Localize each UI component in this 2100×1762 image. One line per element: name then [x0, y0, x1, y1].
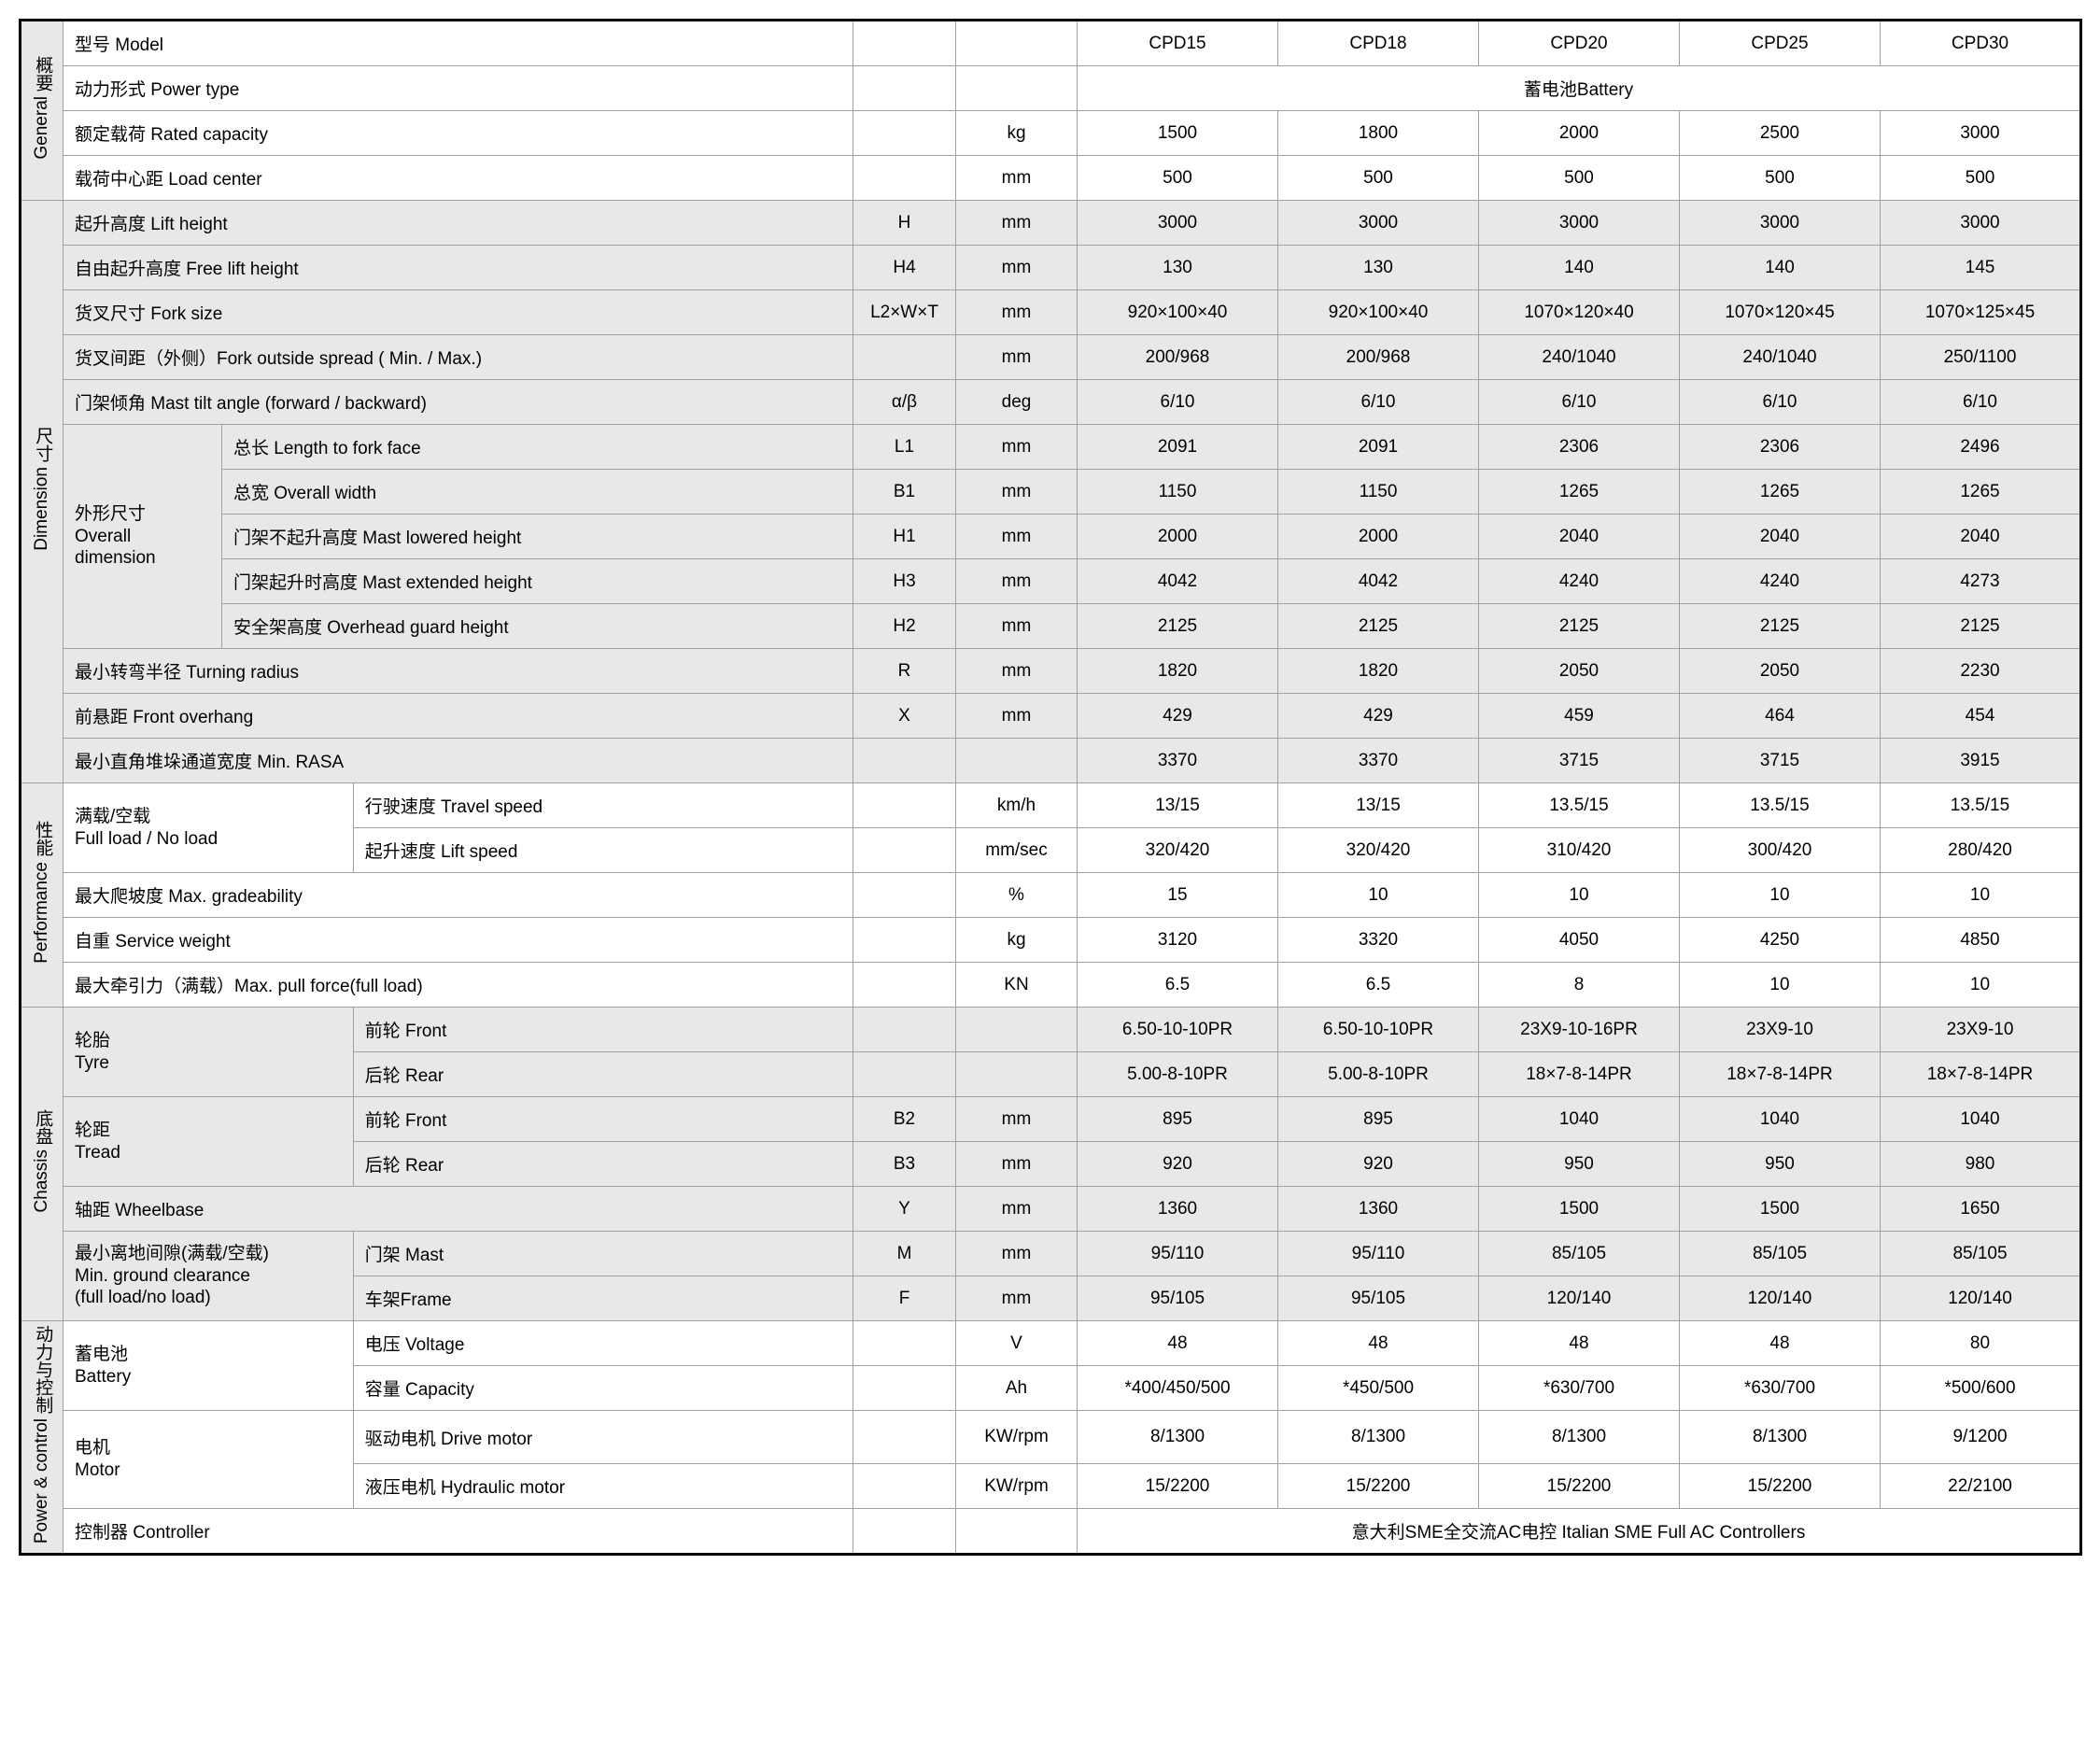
row-front-oh: 前悬距 Front overhang X mm 429 429 459 464 …	[21, 694, 2081, 739]
row-fork-spread: 货叉间距（外侧）Fork outside spread ( Min. / Max…	[21, 335, 2081, 380]
controller-value: 意大利SME全交流AC电控 Italian SME Full AC Contro…	[1078, 1509, 2081, 1555]
label-tread: 轮距 Tread	[63, 1097, 354, 1187]
model-4: CPD30	[1881, 21, 2081, 66]
row-controller: 控制器 Controller 意大利SME全交流AC电控 Italian SME…	[21, 1509, 2081, 1555]
row-power-type: 动力形式 Power type 蓄电池Battery	[21, 66, 2081, 111]
row-tyre-f: 底盘 Chassis 轮胎 Tyre 前轮 Front 6.50-10-10PR…	[21, 1008, 2081, 1052]
row-len-fork: 外形尺寸 Overall dimension 总长 Length to fork…	[21, 425, 2081, 470]
sym-model	[853, 21, 956, 66]
row-overall-w: 总宽 Overall width B1 mm 1150 1150 1265 12…	[21, 470, 2081, 515]
section-performance: 性能 Performance	[21, 783, 63, 1008]
row-travel: 性能 Performance 满载/空载 Full load / No load…	[21, 783, 2081, 828]
row-mast-ext: 门架起升时高度 Mast extended height H3 mm 4042 …	[21, 559, 2081, 604]
row-ohg: 安全架高度 Overhead guard height H2 mm 2125 2…	[21, 604, 2081, 649]
row-drive-m: 电机 Motor 驱动电机 Drive motor KW/rpm 8/1300 …	[21, 1411, 2081, 1464]
row-rated-cap: 额定载荷 Rated capacity kg 1500 1800 2000 25…	[21, 111, 2081, 156]
model-2: CPD20	[1479, 21, 1680, 66]
row-free-lift: 自由起升高度 Free lift height H4 mm 130 130 14…	[21, 246, 2081, 290]
power-type-value: 蓄电池Battery	[1078, 66, 2081, 111]
row-load-center: 载荷中心距 Load center mm 500 500 500 500 500	[21, 156, 2081, 201]
row-gc-mast: 最小离地间隙(满载/空载) Min. ground clearance (ful…	[21, 1232, 2081, 1276]
row-svc-wt: 自重 Service weight kg 3120 3320 4050 4250…	[21, 918, 2081, 963]
section-dimension: 尺寸 Dimension	[21, 201, 63, 783]
section-power: 动力与控制 Power & control	[21, 1321, 63, 1555]
label-model: 型号 Model	[63, 21, 853, 66]
section-general: 概要 General	[21, 21, 63, 201]
row-mast-tilt: 门架倾角 Mast tilt angle (forward / backward…	[21, 380, 2081, 425]
row-mast-low: 门架不起升高度 Mast lowered height H1 mm 2000 2…	[21, 515, 2081, 559]
model-1: CPD18	[1278, 21, 1479, 66]
label-motor: 电机 Motor	[63, 1411, 354, 1509]
unit-model	[956, 21, 1078, 66]
row-rasa: 最小直角堆垛通道宽度 Min. RASA 3370 3370 3715 3715…	[21, 739, 2081, 783]
row-pull: 最大牵引力（满载）Max. pull force(full load) KN 6…	[21, 963, 2081, 1008]
label-battery: 蓄电池 Battery	[63, 1321, 354, 1411]
row-turn-r: 最小转弯半径 Turning radius R mm 1820 1820 205…	[21, 649, 2081, 694]
spec-table: 概要 General 型号 Model CPD15 CPD18 CPD20 CP…	[19, 19, 2082, 1556]
section-chassis: 底盘 Chassis	[21, 1008, 63, 1321]
label-gc: 最小离地间隙(满载/空载) Min. ground clearance (ful…	[63, 1232, 354, 1321]
label-power-type: 动力形式 Power type	[63, 66, 853, 111]
row-model: 概要 General 型号 Model CPD15 CPD18 CPD20 CP…	[21, 21, 2081, 66]
row-voltage: 动力与控制 Power & control 蓄电池 Battery 电压 Vol…	[21, 1321, 2081, 1366]
row-lift-h: 尺寸 Dimension 起升高度 Lift height H mm 3000 …	[21, 201, 2081, 246]
row-tread-f: 轮距 Tread 前轮 Front B2 mm 895 895 1040 104…	[21, 1097, 2081, 1142]
label-overall-dim: 外形尺寸 Overall dimension	[63, 425, 222, 649]
label-full-no: 满载/空载 Full load / No load	[63, 783, 354, 873]
label-tyre: 轮胎 Tyre	[63, 1008, 354, 1097]
row-fork-size: 货叉尺寸 Fork size L2×W×T mm 920×100×40 920×…	[21, 290, 2081, 335]
row-grade: 最大爬坡度 Max. gradeability % 15 10 10 10 10	[21, 873, 2081, 918]
row-wheelbase: 轴距 Wheelbase Y mm 1360 1360 1500 1500 16…	[21, 1187, 2081, 1232]
model-3: CPD25	[1680, 21, 1881, 66]
model-0: CPD15	[1078, 21, 1278, 66]
